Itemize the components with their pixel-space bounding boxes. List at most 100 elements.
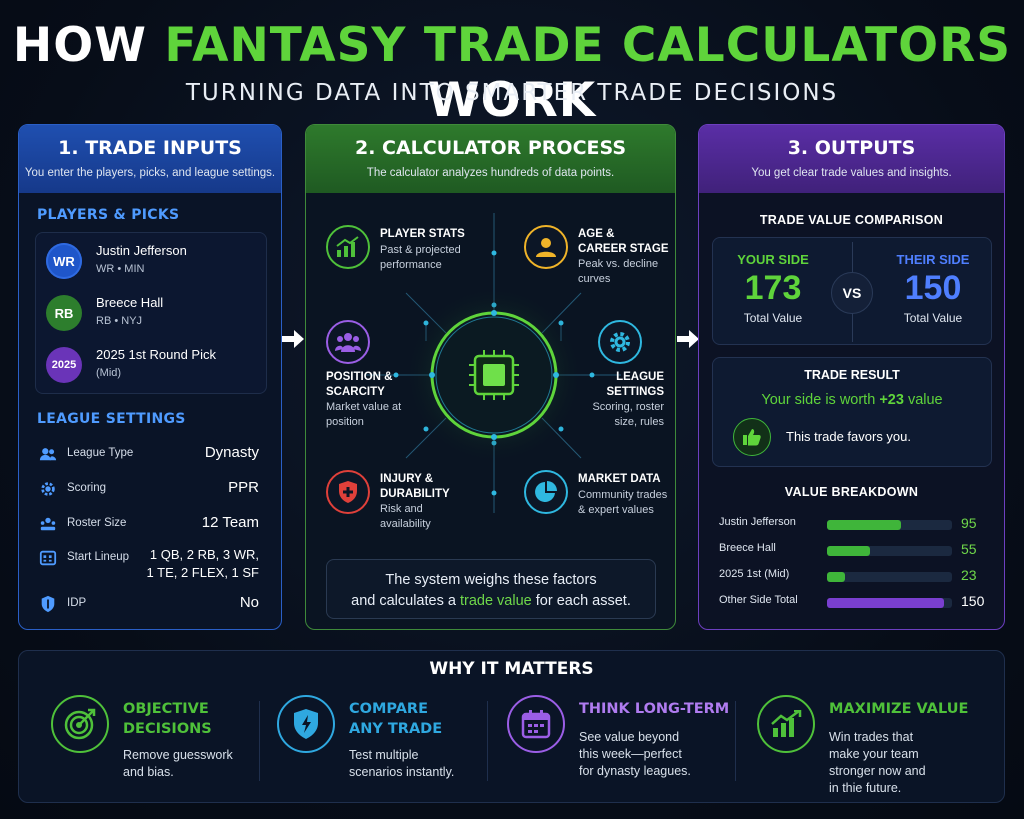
why-long-term: THINK LONG-TERM See value beyond this wee… [507,695,737,803]
factor-title: INJURY & DURABILITY [380,473,450,500]
group-icon [335,333,361,352]
factor-age-career: AGE & CAREER STAGE Peak vs. decline curves [524,225,675,295]
players-list: WR Justin Jefferson WR • MIN RB Breece H… [35,232,267,394]
player-item[interactable]: WR Justin Jefferson WR • MIN [46,239,261,285]
player-meta: WR • MIN [96,263,145,275]
player-name: Breece Hall [96,295,164,310]
setting-value: No [239,594,259,611]
breakdown-bar [827,598,945,608]
breakdown-row: Other Side Total 150 [719,592,989,612]
breakdown-label: 2025 1st (Mid) [719,568,790,580]
why-item-title: COMPARE ANY TRADE [349,701,443,737]
factor-position-scarcity: POSITION & SCARCITY Market value at positi… [326,320,486,430]
player-meta: RB • NYJ [96,315,143,327]
player-item[interactable]: RB Breece Hall RB • NYJ [46,291,261,337]
breakdown-row: Breece Hall 55 [719,540,989,560]
chart-icon [336,236,359,257]
gear-icon [610,332,630,352]
position-badge: RB [46,295,82,331]
why-item-desc: Test multiple scenarios instantly. [349,748,455,779]
factor-title: LEAGUE SETTINGS [606,371,664,398]
factor-title: POSITION & SCARCITY [326,371,393,398]
their-side: THEIR SIDE 150 Total Value [873,252,993,325]
pick-item[interactable]: 2025 2025 1st Round Pick (Mid) [46,343,261,389]
setting-value: PPR [228,479,259,496]
factor-title: PLAYER STATS [380,228,465,240]
trade-inputs-panel: 1. TRADE INPUTS You enter the players, p… [18,124,282,630]
your-side-sub: Total Value [743,311,803,325]
breakdown-track [827,572,952,582]
breakdown-value: 95 [961,515,977,531]
breakdown-bar [827,572,845,582]
processor-hub [366,213,621,513]
trade-value-comparison: YOUR SIDE 173 Total Value VS THEIR SIDE … [712,237,992,345]
breakdown-value: 55 [961,541,977,557]
breakdown-track [827,598,952,608]
outputs-desc: You get clear trade values and insights. [751,167,952,179]
their-side-label: THEIR SIDE [896,252,970,267]
setting-league-type[interactable]: League Type Dynasty [39,443,279,467]
setting-label: IDP [67,597,87,609]
page-title: HOW FANTASY TRADE CALCULATORS WORK [12,18,1012,128]
pick-badge: 2025 [46,347,82,383]
setting-label: Roster Size [67,517,127,529]
outputs-header: 3. OUTPUTS You get clear trade values an… [699,125,1004,193]
target-icon [64,708,96,740]
setting-start-lineup[interactable]: Start Lineup 1 QB, 2 RB, 3 WR, 1 TE, 2 FL… [39,547,279,587]
vs-badge: VS [831,272,873,314]
calendar-icon [521,710,551,739]
your-side-label: YOUR SIDE [737,252,809,267]
thumbs-up-icon [743,429,761,446]
factor-title: AGE & CAREER STAGE [578,228,669,255]
growth-chart-icon [771,710,802,737]
trade-inputs-desc: You enter the players, picks, and league… [24,167,276,179]
breakdown-label: Justin Jefferson [719,516,796,528]
breakdown-row: 2025 1st (Mid) 23 [719,566,989,586]
breakdown-value: 23 [961,567,977,583]
breakdown-label: Breece Hall [719,542,776,554]
why-item-desc: Remove guesswork and bias. [123,748,233,779]
factor-league-settings: LEAGUE SETTINGS Scoring, roster size, rule… [574,320,674,430]
pick-meta: (Mid) [96,367,122,379]
why-item-title: OBJECTIVE DECISIONS [123,701,212,737]
why-item-desc: Win trades that make your team stronger no… [829,730,926,795]
arrow-right-icon [282,330,304,348]
factor-desc: Peak vs. decline curves [578,258,659,285]
setting-value: 12 Team [201,514,259,531]
setting-value: 1 QB, 2 RB, 3 WR, 1 TE, 2 FLEX, 1 SF [146,547,259,580]
calculator-process-panel: 2. CALCULATOR PROCESS The calculator ana… [305,124,676,630]
arrow-right-icon [677,330,699,348]
result-title: TRADE RESULT [804,368,900,382]
their-side-value: 150 [904,269,962,307]
setting-idp[interactable]: IDP No [39,593,279,617]
setting-roster-size[interactable]: Roster Size 12 Team [39,513,279,537]
lineup-icon [39,550,57,566]
setting-label: Scoring [67,482,106,494]
trade-inputs-header: 1. TRADE INPUTS You enter the players, p… [19,125,281,193]
pie-icon [535,481,557,502]
gear-icon [41,482,55,496]
setting-label: League Type [67,447,134,459]
roster-icon [40,517,56,531]
pick-name: 2025 1st Round Pick [96,347,216,362]
setting-label: Start Lineup [67,551,130,563]
factor-desc: Past & projected performance [380,244,461,271]
position-badge: WR [46,243,82,279]
shield-icon [294,709,318,739]
your-side: YOUR SIDE 173 Total Value [713,252,833,325]
your-side-value: 173 [744,269,802,307]
process-desc: The calculator analyzes hundreds of data… [366,167,615,179]
why-title: WHY IT MATTERS [429,659,594,679]
why-item-title: MAXIMIZE VALUE [829,701,969,717]
setting-value: Dynasty [204,444,259,461]
player-name: Justin Jefferson [96,243,187,258]
comparison-title: TRADE VALUE COMPARISON [759,213,944,227]
factor-injury-durability: INJURY & DURABILITY Risk and availability [326,470,486,540]
shield-icon [41,595,55,613]
page-subtitle: TURNING DATA INTO SMARTER TRADE DECISION… [185,80,839,106]
setting-scoring[interactable]: Scoring PPR [39,478,279,502]
system-summary: The system weighs these factors and calc… [326,559,656,619]
why-objective: OBJECTIVE DECISIONS Remove guesswork and b… [51,695,271,803]
breakdown-label: Other Side Total [719,594,798,606]
outputs-heading: 3. OUTPUTS [787,137,916,159]
